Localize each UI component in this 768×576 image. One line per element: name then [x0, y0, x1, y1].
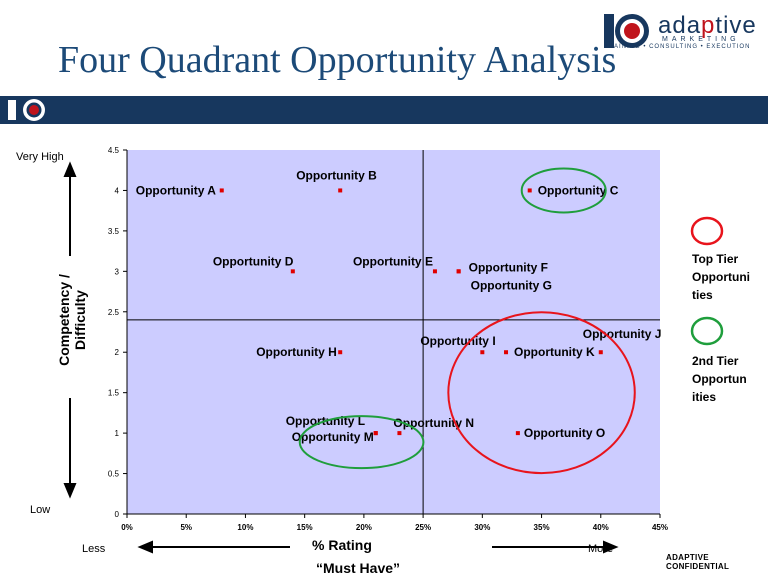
x-tick-label: 45%	[652, 523, 668, 532]
logo-wordmark: adaptive	[658, 12, 757, 39]
x-tick-label: 40%	[593, 523, 609, 532]
y-axis-high-label: Very High	[16, 151, 64, 163]
data-label: Opportunity O	[524, 426, 605, 440]
data-label: Opportunity E	[353, 254, 433, 268]
company-logo	[604, 14, 649, 48]
data-label: Opportunity F	[469, 260, 548, 274]
data-label: Opportunity I	[420, 334, 495, 348]
y-axis-low-label: Low	[30, 504, 51, 516]
y-tick-label: 3.5	[108, 227, 120, 236]
data-point	[504, 350, 509, 355]
data-point	[373, 431, 378, 436]
data-label: Opportunity C	[538, 183, 619, 197]
data-point	[338, 350, 343, 355]
logo-subtitle: MARKETING	[662, 36, 740, 43]
data-label: Opportunity N	[393, 416, 474, 430]
data-point	[480, 350, 485, 355]
data-label: Opportunity K	[514, 345, 595, 359]
second-tier-ellipse	[520, 167, 607, 214]
data-point	[432, 269, 437, 274]
data-point	[515, 431, 520, 436]
y-tick-label: 3	[115, 267, 120, 276]
title-banner	[0, 96, 768, 124]
x-tick-label: 10%	[237, 523, 253, 532]
data-point	[456, 269, 461, 274]
second-tier-ellipse	[298, 415, 425, 470]
y-tick-label: 4.5	[108, 146, 120, 155]
y-tick-label: 2	[115, 348, 120, 357]
data-point	[219, 188, 224, 193]
y-axis-title: Competency / Difficulty	[56, 274, 88, 366]
x-tick-label: 15%	[297, 523, 313, 532]
x-tick-label: 5%	[180, 523, 192, 532]
legend-second-tier-label: 2nd Tier Opportun ities	[692, 354, 747, 404]
y-tick-label: 1	[115, 429, 120, 438]
x-axis-low-label: Less	[82, 543, 106, 555]
data-label: Opportunity H	[256, 345, 337, 359]
legend-second-tier-icon	[690, 316, 724, 346]
data-label: Opportunity J	[583, 327, 662, 341]
data-point	[290, 269, 295, 274]
y-tick-label: 2.5	[108, 308, 120, 317]
data-label: Opportunity A	[136, 183, 217, 197]
confidential-label: ADAPTIVE CONFIDENTIAL	[666, 553, 730, 571]
data-point	[527, 188, 532, 193]
y-tick-label: 0	[115, 510, 120, 519]
x-tick-label: 25%	[415, 523, 431, 532]
data-label: Opportunity L	[286, 414, 365, 428]
plot-area	[127, 150, 660, 514]
x-axis-arrow-left	[137, 540, 290, 554]
x-tick-label: 30%	[474, 523, 490, 532]
x-tick-label: 20%	[356, 523, 372, 532]
x-tick-label: 0%	[121, 523, 133, 532]
y-tick-label: 1.5	[108, 389, 120, 398]
x-axis-title: % Rating	[312, 537, 372, 553]
banner-logo-icon	[8, 99, 45, 121]
y-tick-label: 0.5	[108, 470, 120, 479]
data-point	[373, 431, 378, 436]
data-label: Opportunity G	[471, 278, 552, 292]
data-point	[338, 188, 343, 193]
x-tick-label: 35%	[534, 523, 550, 532]
data-label: Opportunity D	[213, 254, 294, 268]
data-label: Opportunity M	[292, 430, 374, 444]
x-axis-subtitle: “Must Have”	[316, 560, 401, 576]
x-axis-high-label: More	[588, 543, 614, 555]
legend-top-tier-icon	[690, 216, 724, 246]
data-point	[598, 350, 603, 355]
legend-top-tier-label: Top Tier Opportuni ties	[692, 252, 750, 302]
data-label: Opportunity B	[296, 168, 377, 182]
data-point	[456, 269, 461, 274]
top-tier-ellipse	[447, 311, 636, 475]
y-tick-label: 4	[115, 186, 120, 195]
data-point	[397, 431, 402, 436]
page-title: Four Quadrant Opportunity Analysis	[58, 39, 617, 81]
logo-tagline: TRAINING • CONSULTING • EXECUTION	[604, 44, 751, 50]
